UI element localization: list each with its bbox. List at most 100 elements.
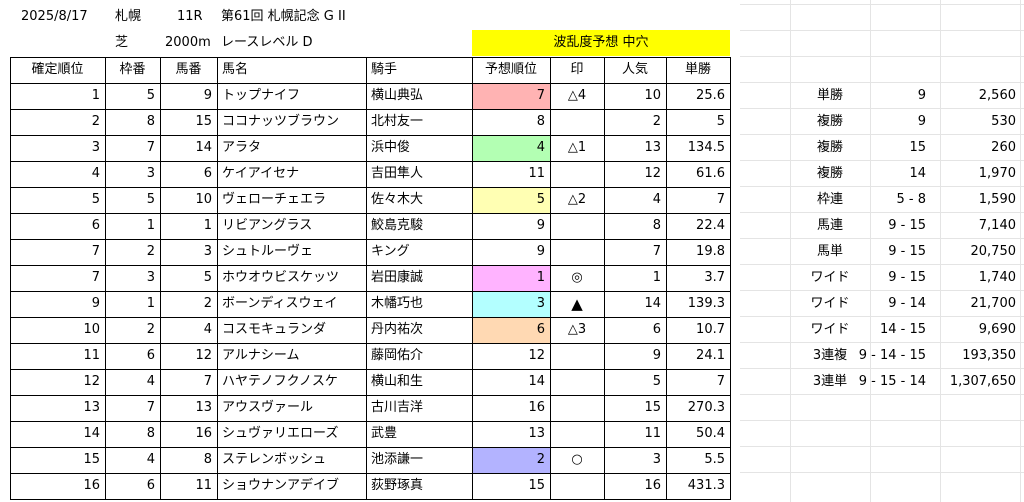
mark-cell[interactable]	[550, 239, 604, 265]
payout-combination[interactable]: 9 - 14 - 15	[858, 348, 926, 363]
umaban-cell[interactable]: 6	[203, 166, 212, 181]
waku-cell[interactable]: 7	[146, 140, 155, 155]
column-header[interactable]: 予想順位	[484, 62, 537, 77]
column-header[interactable]: 確定順位	[31, 62, 84, 77]
horse-name-cell[interactable]: ショウナンアデイブ	[222, 478, 340, 493]
horse-name-cell[interactable]: ココナッツブラウン	[222, 114, 340, 129]
horse-name-cell[interactable]: アラタ	[222, 140, 262, 155]
umaban-cell[interactable]: 1	[203, 218, 212, 233]
payout-combination[interactable]: 9 - 15	[888, 244, 926, 259]
rank-cell[interactable]: 1	[91, 88, 100, 103]
payout-combination[interactable]: 15	[909, 140, 926, 155]
waku-cell[interactable]: 1	[146, 218, 155, 233]
payout-amount[interactable]: 193,350	[962, 348, 1016, 363]
jockey-cell[interactable]: 藤岡佑介	[371, 348, 424, 363]
umaban-cell[interactable]: 2	[203, 296, 212, 311]
mark-cell[interactable]	[550, 369, 604, 395]
predicted-rank-cell[interactable]: 12	[528, 348, 545, 363]
mark-cell[interactable]: △2	[567, 192, 587, 207]
payout-amount[interactable]: 20,750	[970, 244, 1017, 259]
mark-cell[interactable]: ▲	[571, 295, 583, 313]
predicted-rank-cell[interactable]: 5	[472, 187, 550, 213]
waku-cell[interactable]: 7	[146, 400, 155, 415]
payout-type[interactable]: ワイド	[810, 322, 850, 337]
popularity-cell[interactable]: 10	[644, 88, 661, 103]
umaban-cell[interactable]: 14	[195, 140, 212, 155]
waku-cell[interactable]: 3	[146, 166, 155, 181]
jockey-cell[interactable]: 浜中俊	[371, 140, 411, 155]
payout-combination[interactable]: 5 - 8	[896, 192, 927, 207]
jockey-cell[interactable]: 横山典弘	[371, 88, 424, 103]
win-odds-cell[interactable]: 24.1	[696, 348, 725, 363]
umaban-cell[interactable]: 11	[195, 478, 212, 493]
mark-cell[interactable]: △1	[567, 140, 587, 155]
mark-cell[interactable]: △3	[567, 322, 587, 337]
popularity-cell[interactable]: 7	[652, 244, 661, 259]
horse-name-cell[interactable]: シュヴァリエローズ	[222, 426, 339, 441]
rank-cell[interactable]: 11	[83, 348, 100, 363]
payout-amount[interactable]: 1,740	[978, 270, 1016, 285]
popularity-cell[interactable]: 15	[644, 400, 661, 415]
popularity-cell[interactable]: 9	[652, 348, 661, 363]
predicted-rank-cell[interactable]: 16	[528, 400, 545, 415]
popularity-cell[interactable]: 6	[652, 322, 661, 337]
popularity-cell[interactable]: 13	[644, 140, 661, 155]
umaban-cell[interactable]: 13	[195, 400, 212, 415]
waku-cell[interactable]: 1	[146, 296, 155, 311]
win-odds-cell[interactable]: 61.6	[696, 166, 725, 181]
win-odds-cell[interactable]: 3.7	[704, 270, 725, 285]
win-odds-cell[interactable]: 50.4	[696, 426, 725, 441]
mark-cell[interactable]	[550, 395, 604, 421]
rank-cell[interactable]: 16	[83, 478, 100, 493]
waku-cell[interactable]: 8	[146, 426, 155, 441]
payout-type[interactable]: ワイド	[810, 270, 850, 285]
horse-name-cell[interactable]: アウスヴァール	[222, 400, 314, 415]
rank-cell[interactable]: 15	[83, 452, 100, 467]
payout-combination[interactable]: 9 - 14	[888, 296, 926, 311]
predicted-rank-cell[interactable]: 7	[472, 83, 550, 109]
payout-type[interactable]: 馬単	[816, 244, 843, 259]
payout-type[interactable]: 複勝	[816, 166, 843, 181]
rank-cell[interactable]: 9	[91, 296, 100, 311]
waku-cell[interactable]: 8	[146, 114, 155, 129]
rank-cell[interactable]: 14	[83, 426, 100, 441]
waku-cell[interactable]: 2	[146, 244, 155, 259]
rank-cell[interactable]: 3	[91, 140, 100, 155]
payout-amount[interactable]: 530	[991, 114, 1016, 129]
umaban-cell[interactable]: 10	[195, 192, 212, 207]
win-odds-cell[interactable]: 134.5	[687, 140, 725, 155]
predicted-rank-cell[interactable]: 15	[528, 478, 545, 493]
horse-name-cell[interactable]: ホウオウビスケッツ	[222, 270, 340, 285]
jockey-cell[interactable]: 吉田隼人	[371, 166, 424, 181]
column-header[interactable]: 騎手	[371, 62, 398, 77]
column-header[interactable]: 人気	[621, 62, 648, 77]
jockey-cell[interactable]: 木幡巧也	[371, 296, 424, 311]
jockey-cell[interactable]: 佐々木大	[371, 192, 424, 207]
horse-name-cell[interactable]: コスモキュランダ	[222, 322, 327, 337]
race-level[interactable]: レースレベル D	[221, 35, 313, 50]
payout-type[interactable]: 馬連	[816, 218, 843, 233]
predicted-rank-cell[interactable]: 4	[472, 135, 550, 161]
rank-cell[interactable]: 2	[91, 114, 100, 129]
win-odds-cell[interactable]: 22.4	[696, 218, 725, 233]
payout-amount[interactable]: 1,307,650	[949, 374, 1016, 389]
horse-name-cell[interactable]: トップナイフ	[222, 88, 301, 103]
payout-type[interactable]: 複勝	[816, 140, 843, 155]
mark-cell[interactable]	[550, 421, 604, 447]
payout-amount[interactable]: 21,700	[970, 296, 1017, 311]
jockey-cell[interactable]: 岩田康誠	[371, 270, 424, 285]
predicted-rank-cell[interactable]: 8	[536, 114, 545, 129]
rank-cell[interactable]: 6	[91, 218, 100, 233]
win-odds-cell[interactable]: 10.7	[696, 322, 725, 337]
waku-cell[interactable]: 4	[146, 452, 155, 467]
payout-combination[interactable]: 9	[917, 88, 926, 103]
payout-amount[interactable]: 9,690	[978, 322, 1016, 337]
payout-amount[interactable]: 7,140	[978, 218, 1016, 233]
predicted-rank-cell[interactable]: 6	[472, 317, 550, 343]
rank-cell[interactable]: 12	[83, 374, 100, 389]
mark-cell[interactable]	[550, 343, 604, 369]
popularity-cell[interactable]: 12	[644, 166, 661, 181]
payout-type[interactable]: 枠連	[816, 192, 843, 207]
waku-cell[interactable]: 3	[146, 270, 155, 285]
payout-combination[interactable]: 14	[909, 166, 926, 181]
